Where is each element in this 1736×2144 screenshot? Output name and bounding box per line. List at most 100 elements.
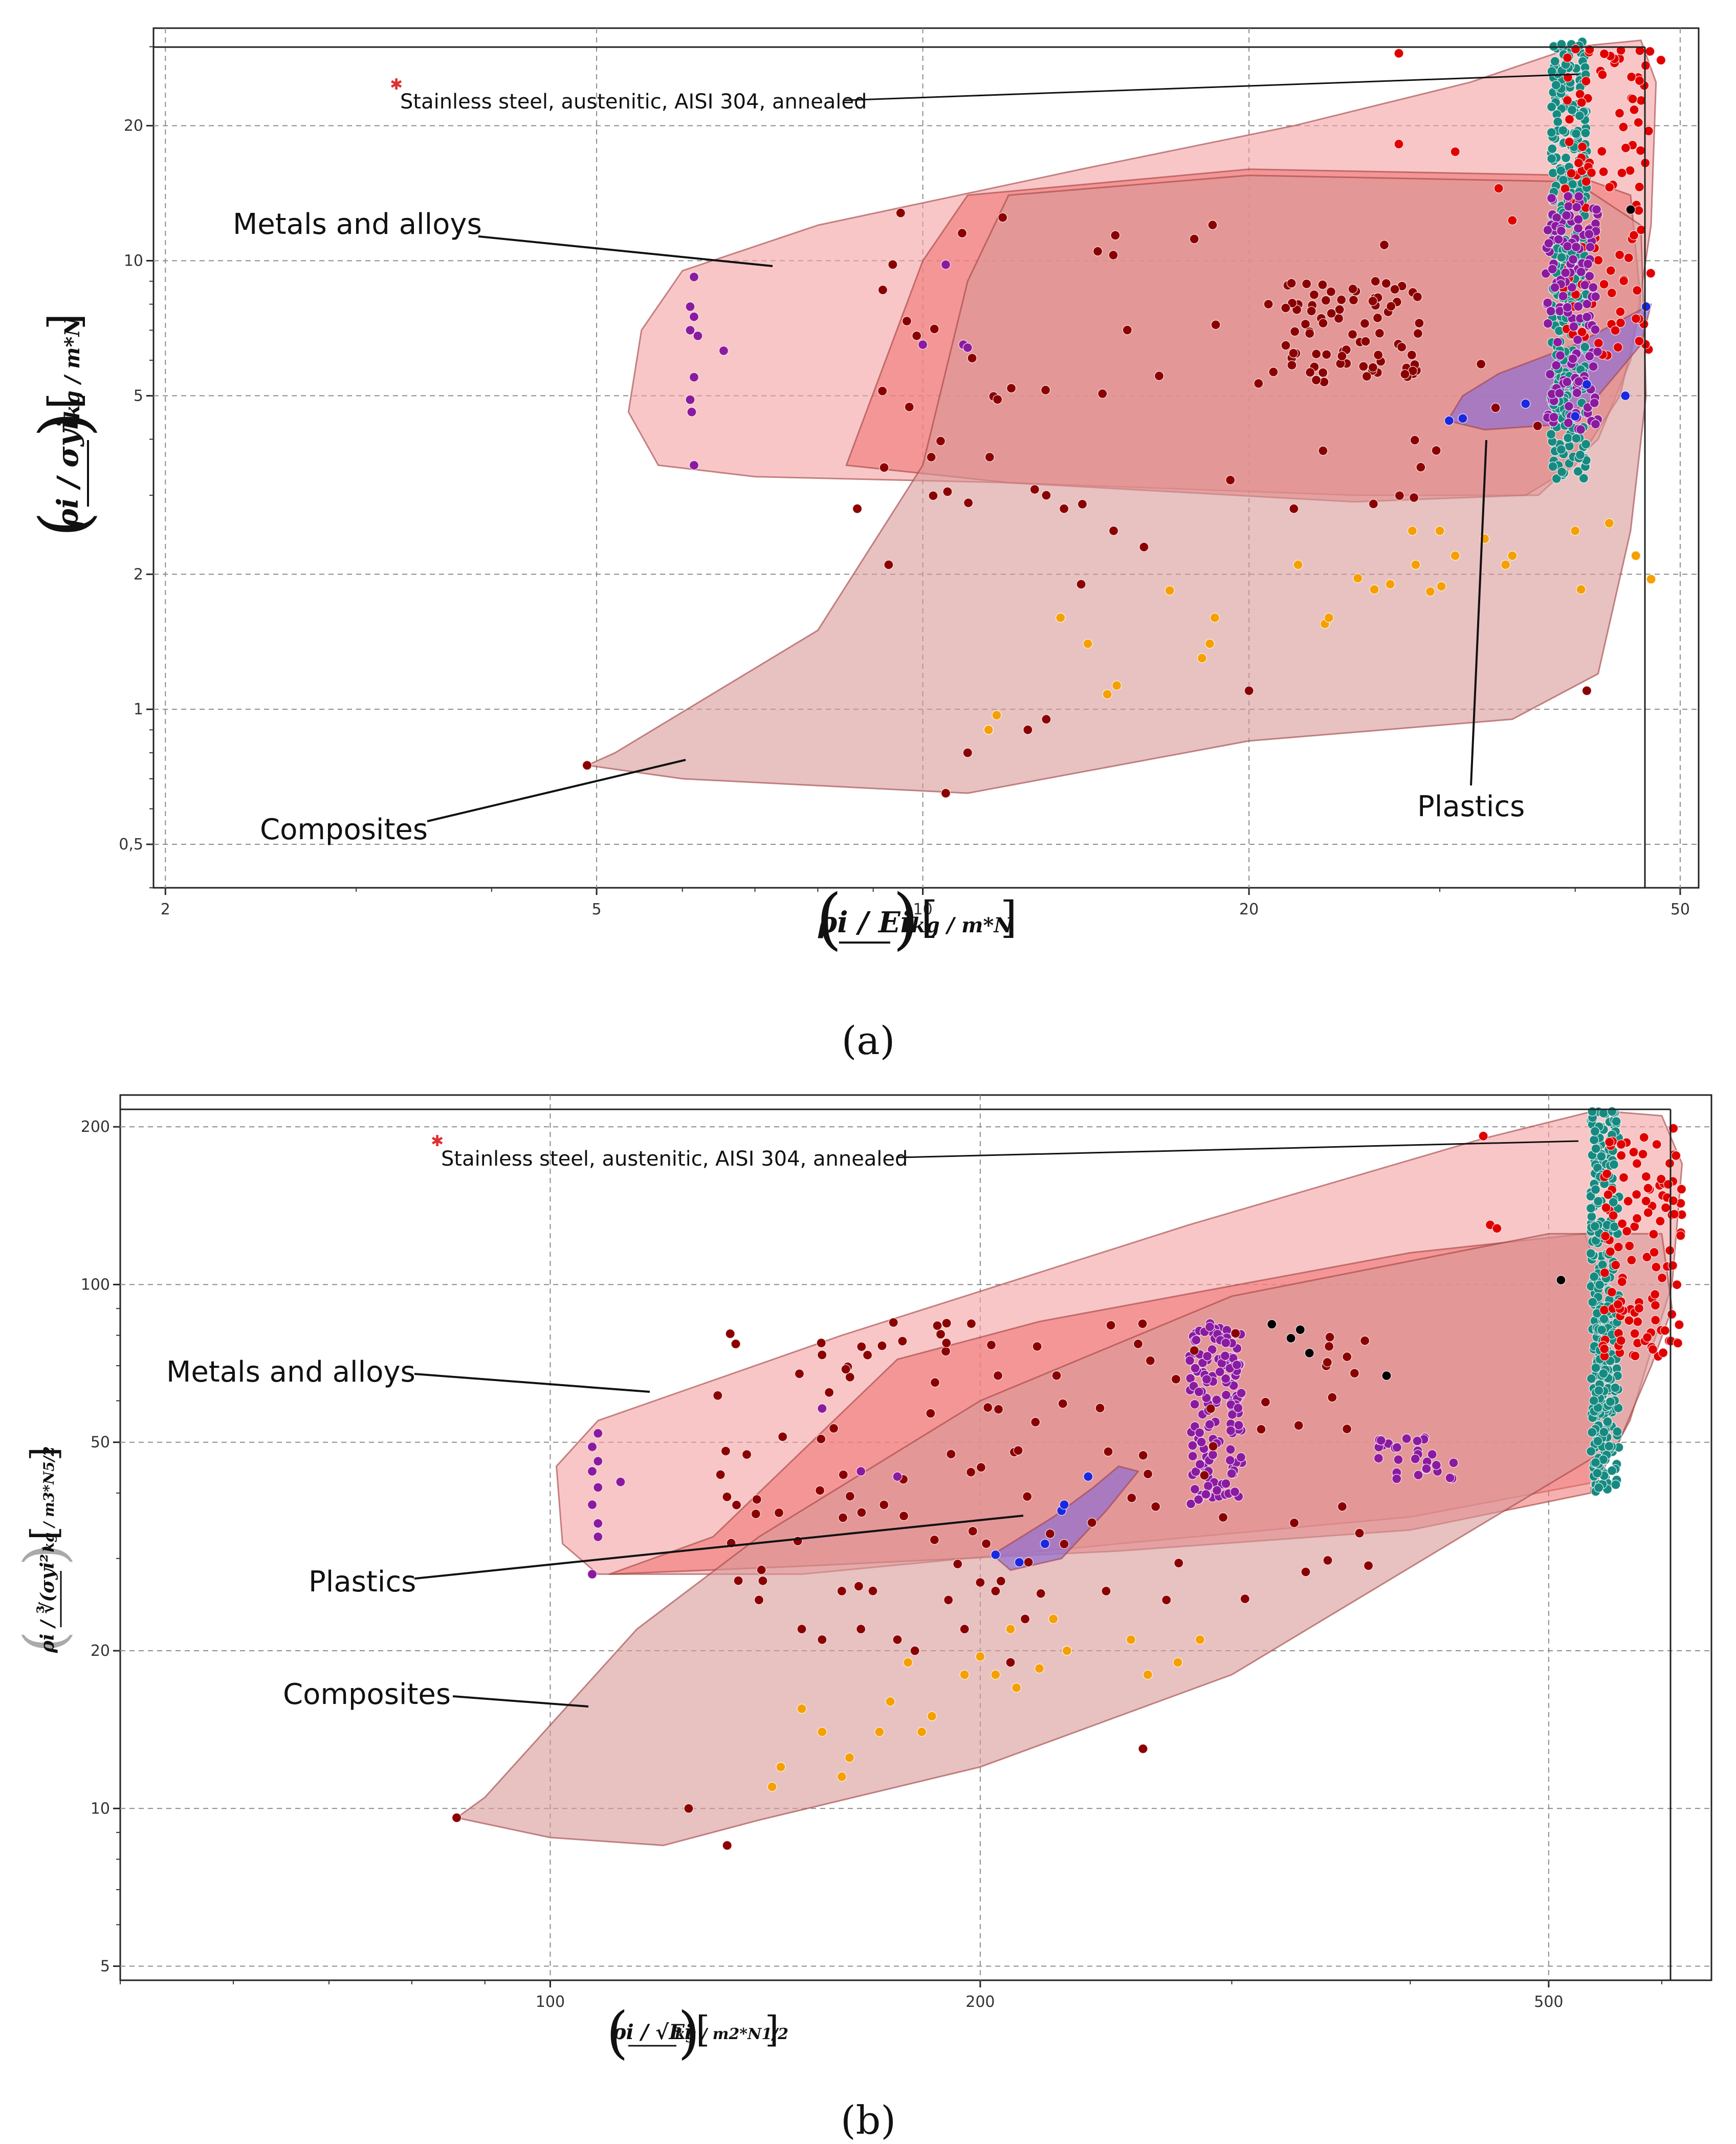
chart-b-point-dark-red-alloys [731, 1500, 742, 1510]
chart-a-point-composites-orange [1352, 573, 1363, 583]
chart-b-y-paren-close: ) [12, 1544, 77, 1566]
chart-b-point-dark-red-alloys [1013, 1445, 1023, 1456]
chart-a-point-dark-red-alloys-dense- [1281, 340, 1291, 351]
chart-a-point-dark-red-alloys-dense- [1337, 351, 1347, 361]
chart-a-point-dark-red-alloys-dense- [1374, 328, 1385, 339]
chart-b-point-dark-red-alloys [752, 1494, 762, 1505]
chart-b-point-dark-red-alloys [1095, 1403, 1105, 1413]
chart-a-point-teal-alloys [1573, 466, 1584, 476]
chart-b-point-red-alloys [1630, 1328, 1640, 1339]
chart-b-point-purple-alloys-dense- [1220, 1350, 1230, 1361]
chart-b-point-teal-alloys [1591, 1363, 1601, 1373]
chart-a-point-teal-alloys [1580, 128, 1591, 138]
chart-a-point-dark-red-alloys-dense- [1326, 308, 1336, 319]
chart-b-point-teal-alloys [1607, 1465, 1617, 1476]
chart-b-point-red-alloys [1671, 1150, 1681, 1161]
chart-a-point-dark-red-alloys-scattered- [984, 452, 995, 463]
chart-b-point-dark-red-alloys [965, 1467, 976, 1477]
caption-a: (a) [842, 1018, 895, 1063]
chart-b-xtick-label-2: 500 [1534, 1993, 1563, 2011]
chart-b-point-dark-red-alloys [1322, 1357, 1333, 1368]
chart-b-point-dark-red-alloys [1036, 1588, 1046, 1599]
chart-a-point-purple-alloys [1547, 264, 1558, 274]
chart-a-regions [586, 39, 1657, 794]
chart-b-point-red-alloys [1650, 1289, 1660, 1300]
chart-b-point-red-alloys [1617, 1277, 1627, 1287]
chart-a-point-composites-orange [1111, 680, 1122, 691]
chart-a-point-composites-orange [1407, 526, 1418, 536]
chart-b-point-purple-alloys-small- [1427, 1449, 1437, 1460]
chart-b-point-composites-dark [991, 1586, 1001, 1596]
chart-a-x-bracket-close: ] [1000, 892, 1017, 943]
chart-a-point-purple-alloys [1591, 204, 1602, 215]
chart-b-point-dark-red-alloys [1087, 1517, 1097, 1528]
chart-a-y-axis-title: ( ρi / σyi ) [ kg / m*N ] [25, 313, 103, 537]
chart-a-point-teal-alloys [1551, 473, 1562, 484]
chart-b-ytick-label-4: 100 [81, 1276, 110, 1294]
chart-a-point-red-alloys [1586, 167, 1597, 178]
chart-a-point-purple-outliers [689, 372, 699, 382]
chart-b-point-teal-alloys [1591, 1143, 1601, 1154]
chart-a-metals-label: Metals and alloys [233, 208, 482, 241]
chart-b-point-composites-dark [943, 1595, 954, 1605]
chart-a-point-dark-red-alloys-dense- [1348, 295, 1359, 305]
chart-b-point-dark-red-alloys [898, 1511, 909, 1521]
chart-b-point-teal-alloys [1602, 1416, 1613, 1427]
chart-b-point-dark-red-alloys [845, 1372, 855, 1383]
chart-a-point-purple-alloys [1568, 354, 1578, 364]
chart-b-point-dark-red-alloys [838, 1470, 849, 1480]
chart-a-point-teal-alloys [1551, 80, 1562, 91]
chart-a-point-dark-red-alloys-scattered- [963, 497, 974, 508]
chart-b-point-dark-red-alloys [888, 1317, 898, 1328]
chart-b-point-composites-orange [1034, 1663, 1045, 1674]
chart-a-point-dark-red-alloys-dense- [1311, 349, 1322, 359]
chart-a-point-composites-dark [1041, 490, 1051, 500]
chart-a-point-red-alloys [1629, 230, 1639, 240]
chart-a-point-composites-orange [983, 725, 994, 735]
chart-b-point-dark-red-alloys [1032, 1341, 1042, 1352]
chart-b-point-dark-red-alloys [751, 1508, 761, 1519]
chart-b-point-red-outliers [1492, 1223, 1502, 1234]
chart-b-point-red-alloys [1647, 1344, 1658, 1354]
chart-a-point-composites-dark [852, 504, 863, 514]
chart-b-point-teal-alloys [1596, 1325, 1607, 1335]
chart-a-point-red-alloys [1581, 76, 1591, 86]
chart-a-point-red-alloys [1598, 166, 1609, 177]
chart-b-point-purple-outliers [593, 1532, 603, 1542]
chart-a-point-purple-alloys [1592, 346, 1603, 357]
chart-b-point-red-alloys [1643, 1183, 1653, 1193]
chart-a-point-purple-alloys [1573, 301, 1584, 312]
chart-a-point-teal-alloys [1553, 117, 1563, 127]
chart-a-point-dark-red-alloys-dense- [1372, 313, 1383, 323]
chart-a-point-dark-red-alloys-dense- [1414, 318, 1424, 329]
chart-b-point-dark-red-alloys [877, 1341, 887, 1351]
chart-a-point-plastics-blue [1581, 379, 1592, 389]
chart-b-point-composites-orange [903, 1657, 913, 1668]
chart-b-point-black [1304, 1348, 1315, 1359]
chart-a-point-composites-orange [1210, 612, 1220, 623]
chart-a-point-red-alloys [1645, 46, 1655, 57]
chart-b-point-red-alloys [1624, 1241, 1635, 1251]
chart-b-point-red-alloys [1599, 1344, 1610, 1354]
chart-b-point-purple-alloys-dense- [1201, 1374, 1212, 1385]
chart-b-point-dark-red-alloys [1325, 1332, 1335, 1342]
chart-b-point-purple-outliers [587, 1569, 598, 1580]
chart-b-xtick-label-0: 100 [536, 1993, 565, 2011]
chart-a-point-red-alloys [1576, 97, 1587, 108]
chart-a-point-red-outliers [1493, 183, 1504, 193]
chart-a-point-dark-red-alloys-scattered- [1189, 234, 1199, 244]
chart-b-point-composites-dark [892, 1634, 903, 1645]
chart-b-point-red-alloys [1650, 1315, 1661, 1325]
chart-a-point-purple-alloys [1563, 418, 1574, 428]
chart-b-point-composites-orange [1005, 1624, 1016, 1634]
chart-b-ytick-label-0: 5 [100, 1957, 110, 1975]
chart-b-point-purple-alloys-dense- [1191, 1467, 1201, 1477]
chart-b-point-teal-alloys [1592, 1468, 1602, 1478]
chart-a-point-purple-alloys [1562, 377, 1572, 387]
chart-b-point-composites-orange [959, 1670, 970, 1680]
chart-b-point-red-alloys [1613, 1299, 1623, 1310]
chart-b-point-teal-alloys [1594, 1280, 1605, 1290]
chart-a-point-purple-alloys [1550, 282, 1560, 293]
chart-a-point-dark-red-alloys-scattered- [902, 316, 912, 326]
chart-a-point-purple-alloys [1579, 280, 1590, 290]
